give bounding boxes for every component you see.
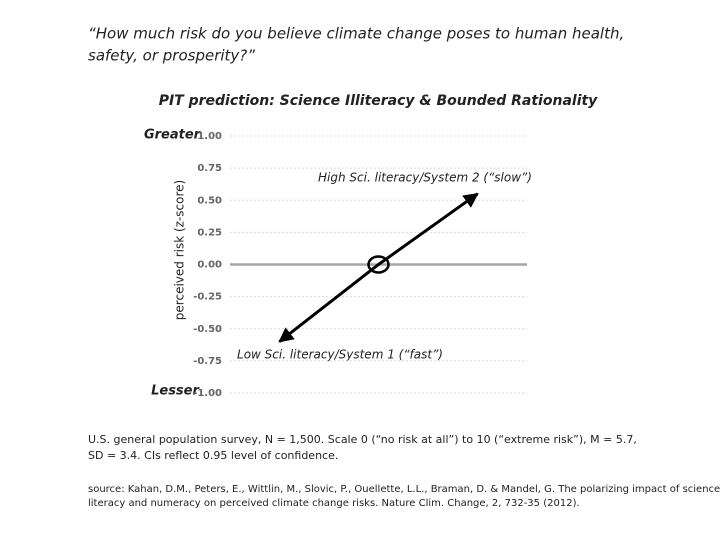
top-label: Greater: [144, 128, 202, 143]
midpoint-marker: [367, 255, 390, 274]
chart-title: PIT prediction: Science Illiteracy & Bou…: [159, 93, 598, 109]
y-tick-label: -0.50: [193, 324, 222, 335]
arrow-line: [278, 192, 479, 343]
y-tick-label: 0.25: [197, 227, 222, 238]
y-tick-label: -0.75: [193, 356, 222, 367]
caption: SD = 3.4. CIs reflect 0.95 level of conf…: [88, 449, 338, 462]
question: “How much risk do you believe climate ch…: [88, 25, 624, 43]
source: literacy and numeracy on perceived clima…: [88, 498, 580, 509]
caption: U.S. general population survey, N = 1,50…: [88, 433, 637, 446]
y-tick-label: -1.00: [193, 388, 222, 399]
y-tick-label: 1.00: [197, 131, 222, 142]
annotation: High Sci. literacy/System 2 (“slow”): [318, 171, 532, 185]
y-tick-label: 0.00: [197, 260, 222, 271]
bottom-label: Lesser: [151, 384, 200, 399]
source: source: Kahan, D.M., Peters, E., Wittlin…: [88, 484, 720, 495]
y-tick-label: 0.75: [197, 163, 222, 174]
y-axis-label: perceived risk (z-score): [173, 180, 187, 320]
y-tick-label: -0.25: [193, 292, 222, 303]
y-tick-label: 0.50: [197, 195, 222, 206]
annotation: Low Sci. literacy/System 1 (“fast”): [237, 348, 443, 362]
question: safety, or prosperity?”: [88, 47, 255, 65]
